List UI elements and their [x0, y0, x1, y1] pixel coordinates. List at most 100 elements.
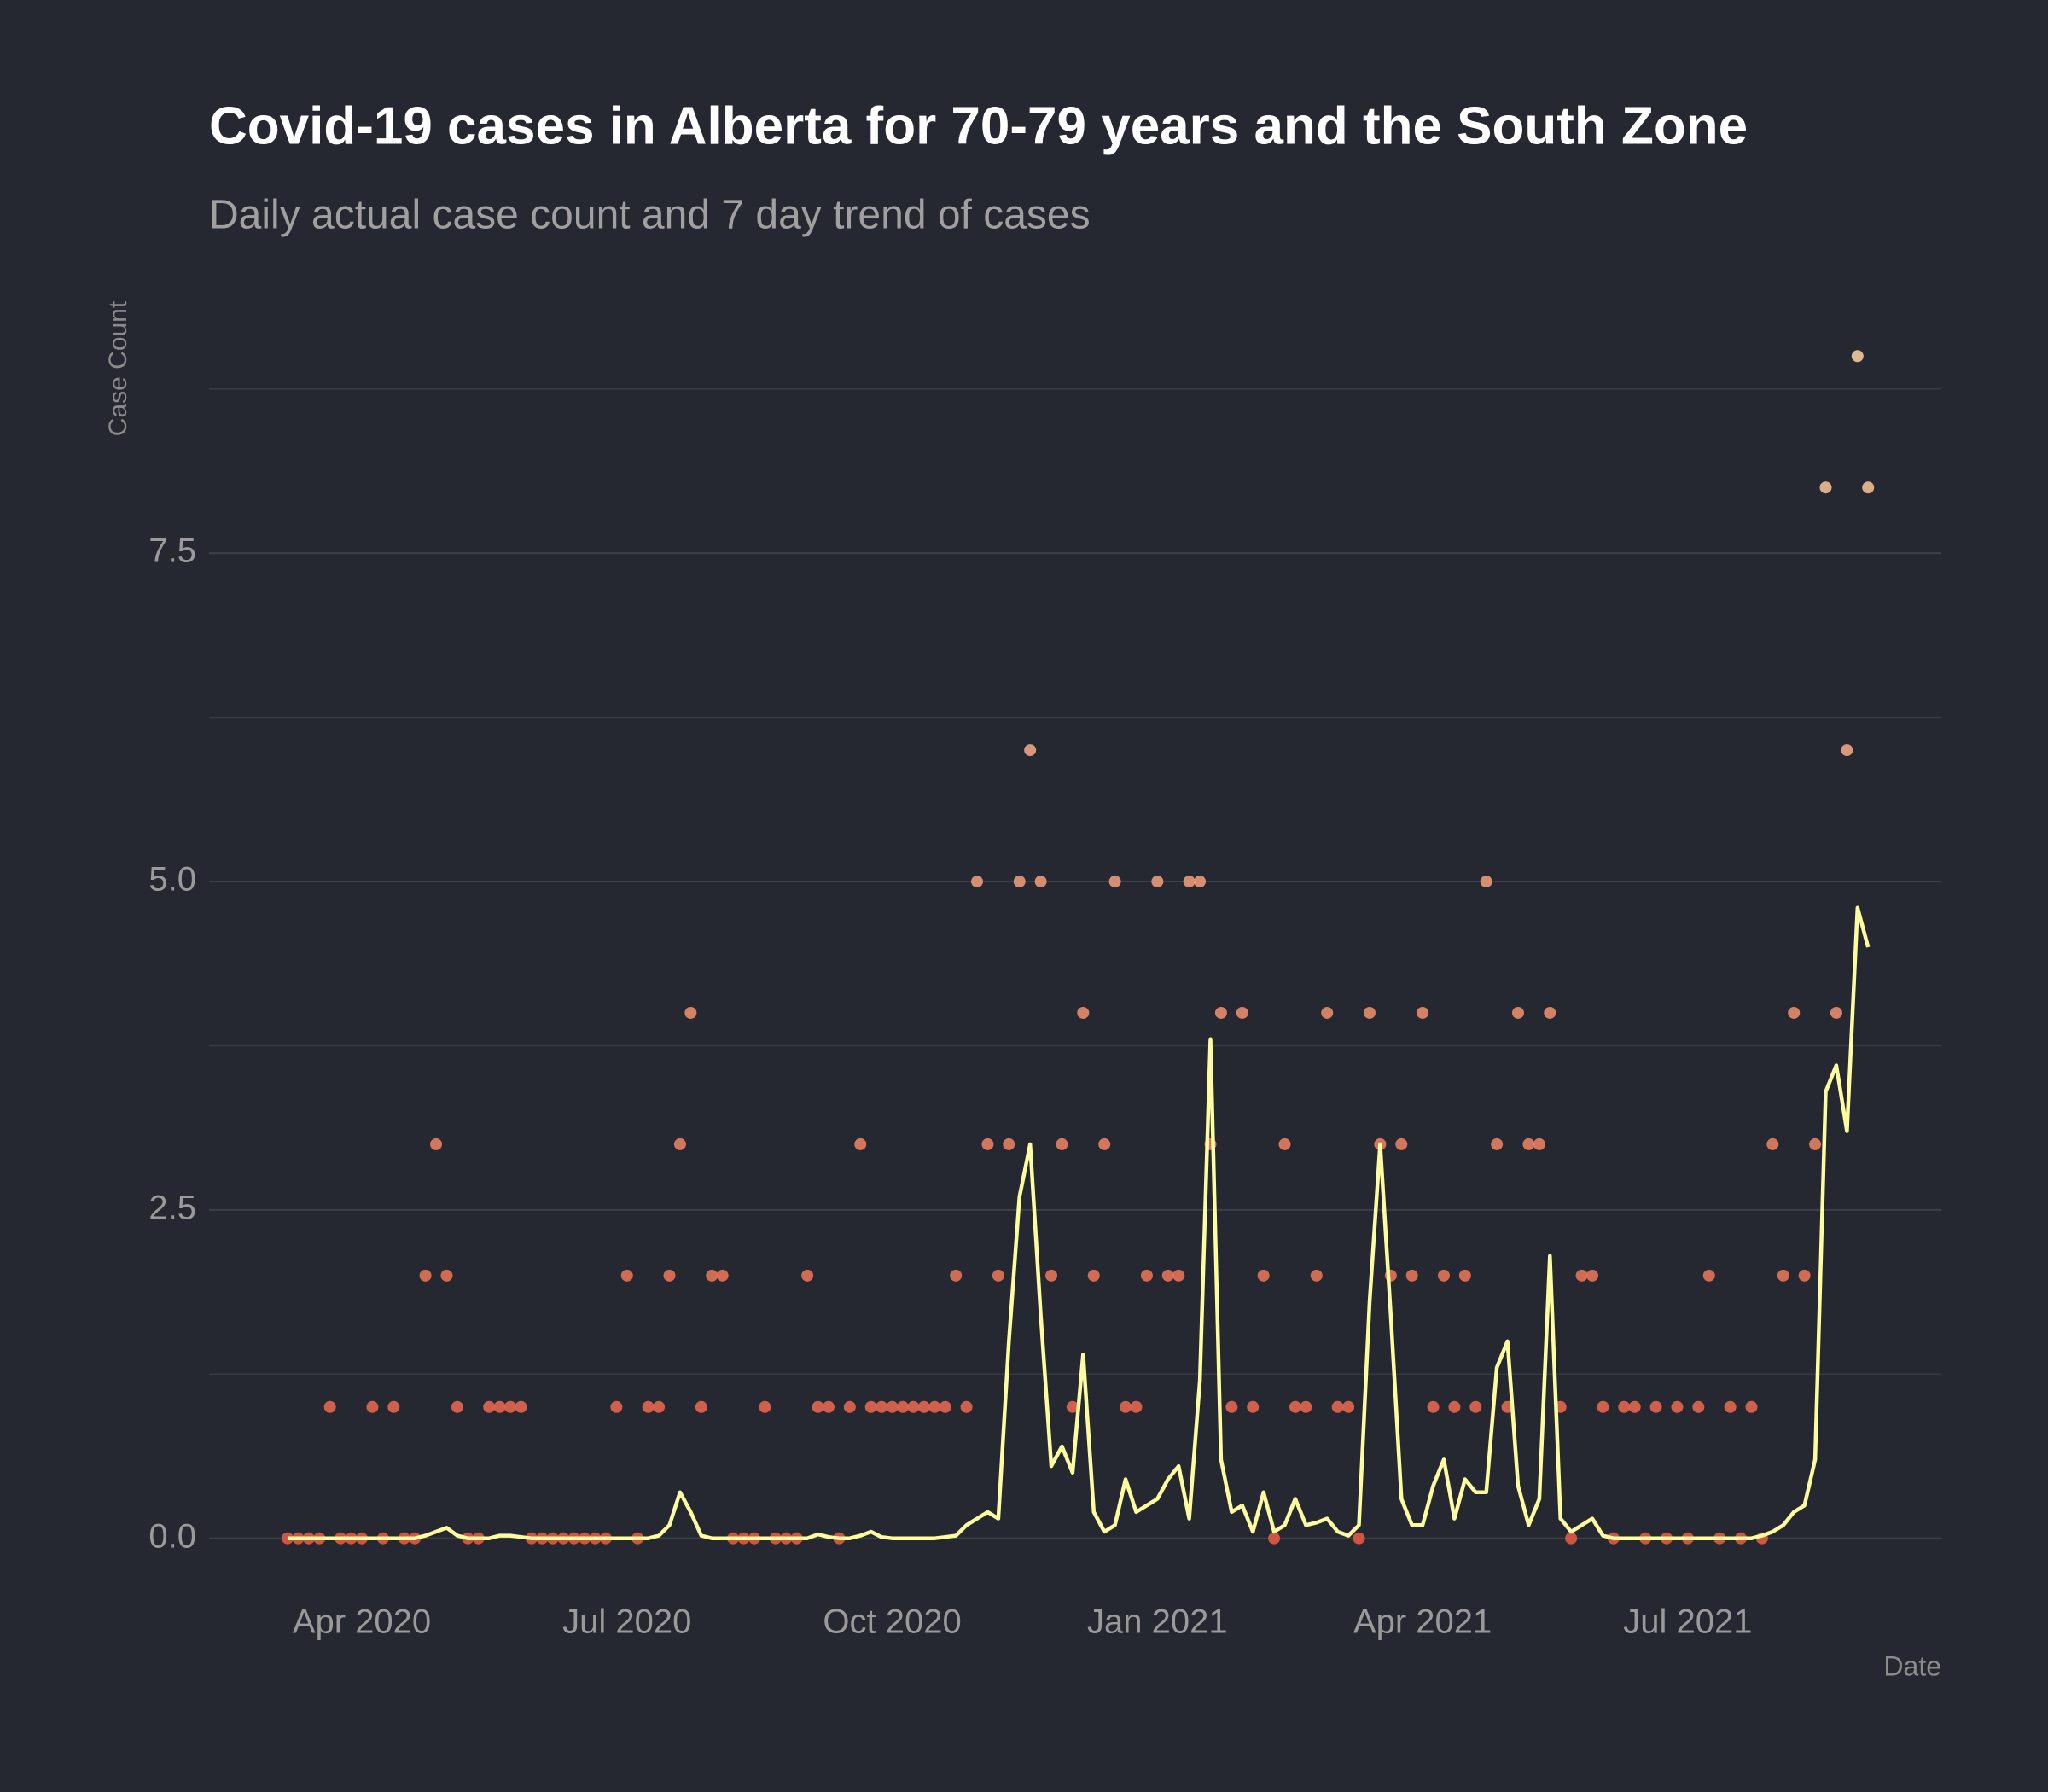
data-point: [1066, 1400, 1079, 1413]
data-point: [939, 1400, 951, 1413]
data-point: [1480, 876, 1492, 888]
data-point: [620, 1269, 633, 1282]
x-tick-label: Jan 2021: [1087, 1603, 1228, 1641]
data-point: [1788, 1006, 1801, 1019]
data-point: [653, 1400, 666, 1413]
data-point: [1597, 1400, 1609, 1413]
data-point: [1575, 1269, 1588, 1282]
data-point: [1798, 1269, 1811, 1282]
data-point: [1194, 876, 1207, 888]
data-point: [801, 1269, 814, 1282]
data-point: [1172, 1269, 1185, 1282]
y-tick-label: 2.5: [148, 1189, 196, 1226]
data-point: [1151, 876, 1164, 888]
data-point: [493, 1400, 506, 1413]
data-point: [950, 1269, 963, 1282]
data-point: [1448, 1400, 1461, 1413]
data-point: [1278, 1137, 1291, 1150]
data-point: [1692, 1400, 1705, 1413]
data-point: [419, 1269, 432, 1282]
data-point: [822, 1400, 835, 1413]
data-point: [1766, 1137, 1779, 1150]
data-point: [1702, 1269, 1715, 1282]
data-point: [1108, 876, 1121, 888]
data-point: [1522, 1137, 1535, 1150]
data-point: [451, 1400, 463, 1413]
data-point: [928, 1400, 941, 1413]
data-point: [1511, 1006, 1524, 1019]
data-point: [907, 1400, 920, 1413]
data-point: [1130, 1400, 1143, 1413]
data-point: [1851, 350, 1864, 363]
data-point: [684, 1006, 697, 1019]
data-point: [1671, 1400, 1684, 1413]
data-point: [960, 1400, 973, 1413]
data-point: [1024, 744, 1037, 757]
data-point: [1098, 1137, 1111, 1150]
data-point: [1183, 876, 1196, 888]
data-point: [1819, 481, 1832, 494]
data-point: [387, 1400, 400, 1413]
data-point: [886, 1400, 899, 1413]
data-point: [1533, 1137, 1545, 1150]
data-point: [981, 1137, 994, 1150]
data-point: [1056, 1137, 1068, 1150]
data-point: [1405, 1269, 1418, 1282]
data-point: [610, 1400, 623, 1413]
x-tick-label: Apr 2021: [1353, 1603, 1492, 1641]
data-point: [854, 1137, 867, 1150]
data-point: [1745, 1400, 1758, 1413]
data-point: [1809, 1137, 1822, 1150]
data-point: [1417, 1006, 1429, 1019]
data-point: [1161, 1269, 1174, 1282]
data-point: [1003, 1137, 1015, 1150]
data-point: [1830, 1006, 1842, 1019]
data-point: [843, 1400, 856, 1413]
data-point: [1724, 1400, 1737, 1413]
data-point: [430, 1137, 443, 1150]
data-point: [695, 1400, 707, 1413]
data-point: [1427, 1400, 1440, 1413]
data-point: [1777, 1269, 1789, 1282]
data-point: [1225, 1400, 1238, 1413]
data-point: [1247, 1400, 1260, 1413]
x-tick-label: Jul 2021: [1623, 1603, 1752, 1641]
data-point: [896, 1400, 909, 1413]
data-point: [440, 1269, 453, 1282]
data-point: [1628, 1400, 1641, 1413]
data-point: [1586, 1269, 1599, 1282]
data-point: [366, 1400, 379, 1413]
y-tick-label: 7.5: [148, 532, 196, 570]
data-point: [663, 1269, 676, 1282]
data-point: [876, 1400, 888, 1413]
data-point: [1618, 1400, 1631, 1413]
data-point: [323, 1400, 336, 1413]
data-point: [971, 876, 984, 888]
data-point: [673, 1137, 686, 1150]
data-point: [812, 1400, 824, 1413]
data-point: [1045, 1269, 1058, 1282]
trend-line: [288, 905, 1871, 1540]
y-axis-label: Case Count: [104, 300, 132, 436]
data-point: [1437, 1269, 1450, 1282]
data-point: [1469, 1400, 1482, 1413]
data-point: [1353, 1532, 1365, 1545]
data-point: [1236, 1006, 1248, 1019]
data-point: [1342, 1400, 1355, 1413]
data-point: [1841, 744, 1853, 757]
chart-subtitle: Daily actual case count and 7 day trend …: [209, 193, 1091, 238]
data-point: [1310, 1269, 1323, 1282]
x-axis-label: Date: [1883, 1650, 1941, 1681]
data-point: [1257, 1269, 1270, 1282]
data-point: [1120, 1400, 1132, 1413]
data-point: [1649, 1400, 1662, 1413]
data-point: [1034, 876, 1047, 888]
y-tick-label: 5.0: [148, 861, 196, 899]
data-point: [1077, 1006, 1090, 1019]
data-point: [992, 1269, 1004, 1282]
data-point: [1300, 1400, 1312, 1413]
data-point: [917, 1400, 930, 1413]
data-point: [1214, 1006, 1227, 1019]
data-point: [483, 1400, 496, 1413]
